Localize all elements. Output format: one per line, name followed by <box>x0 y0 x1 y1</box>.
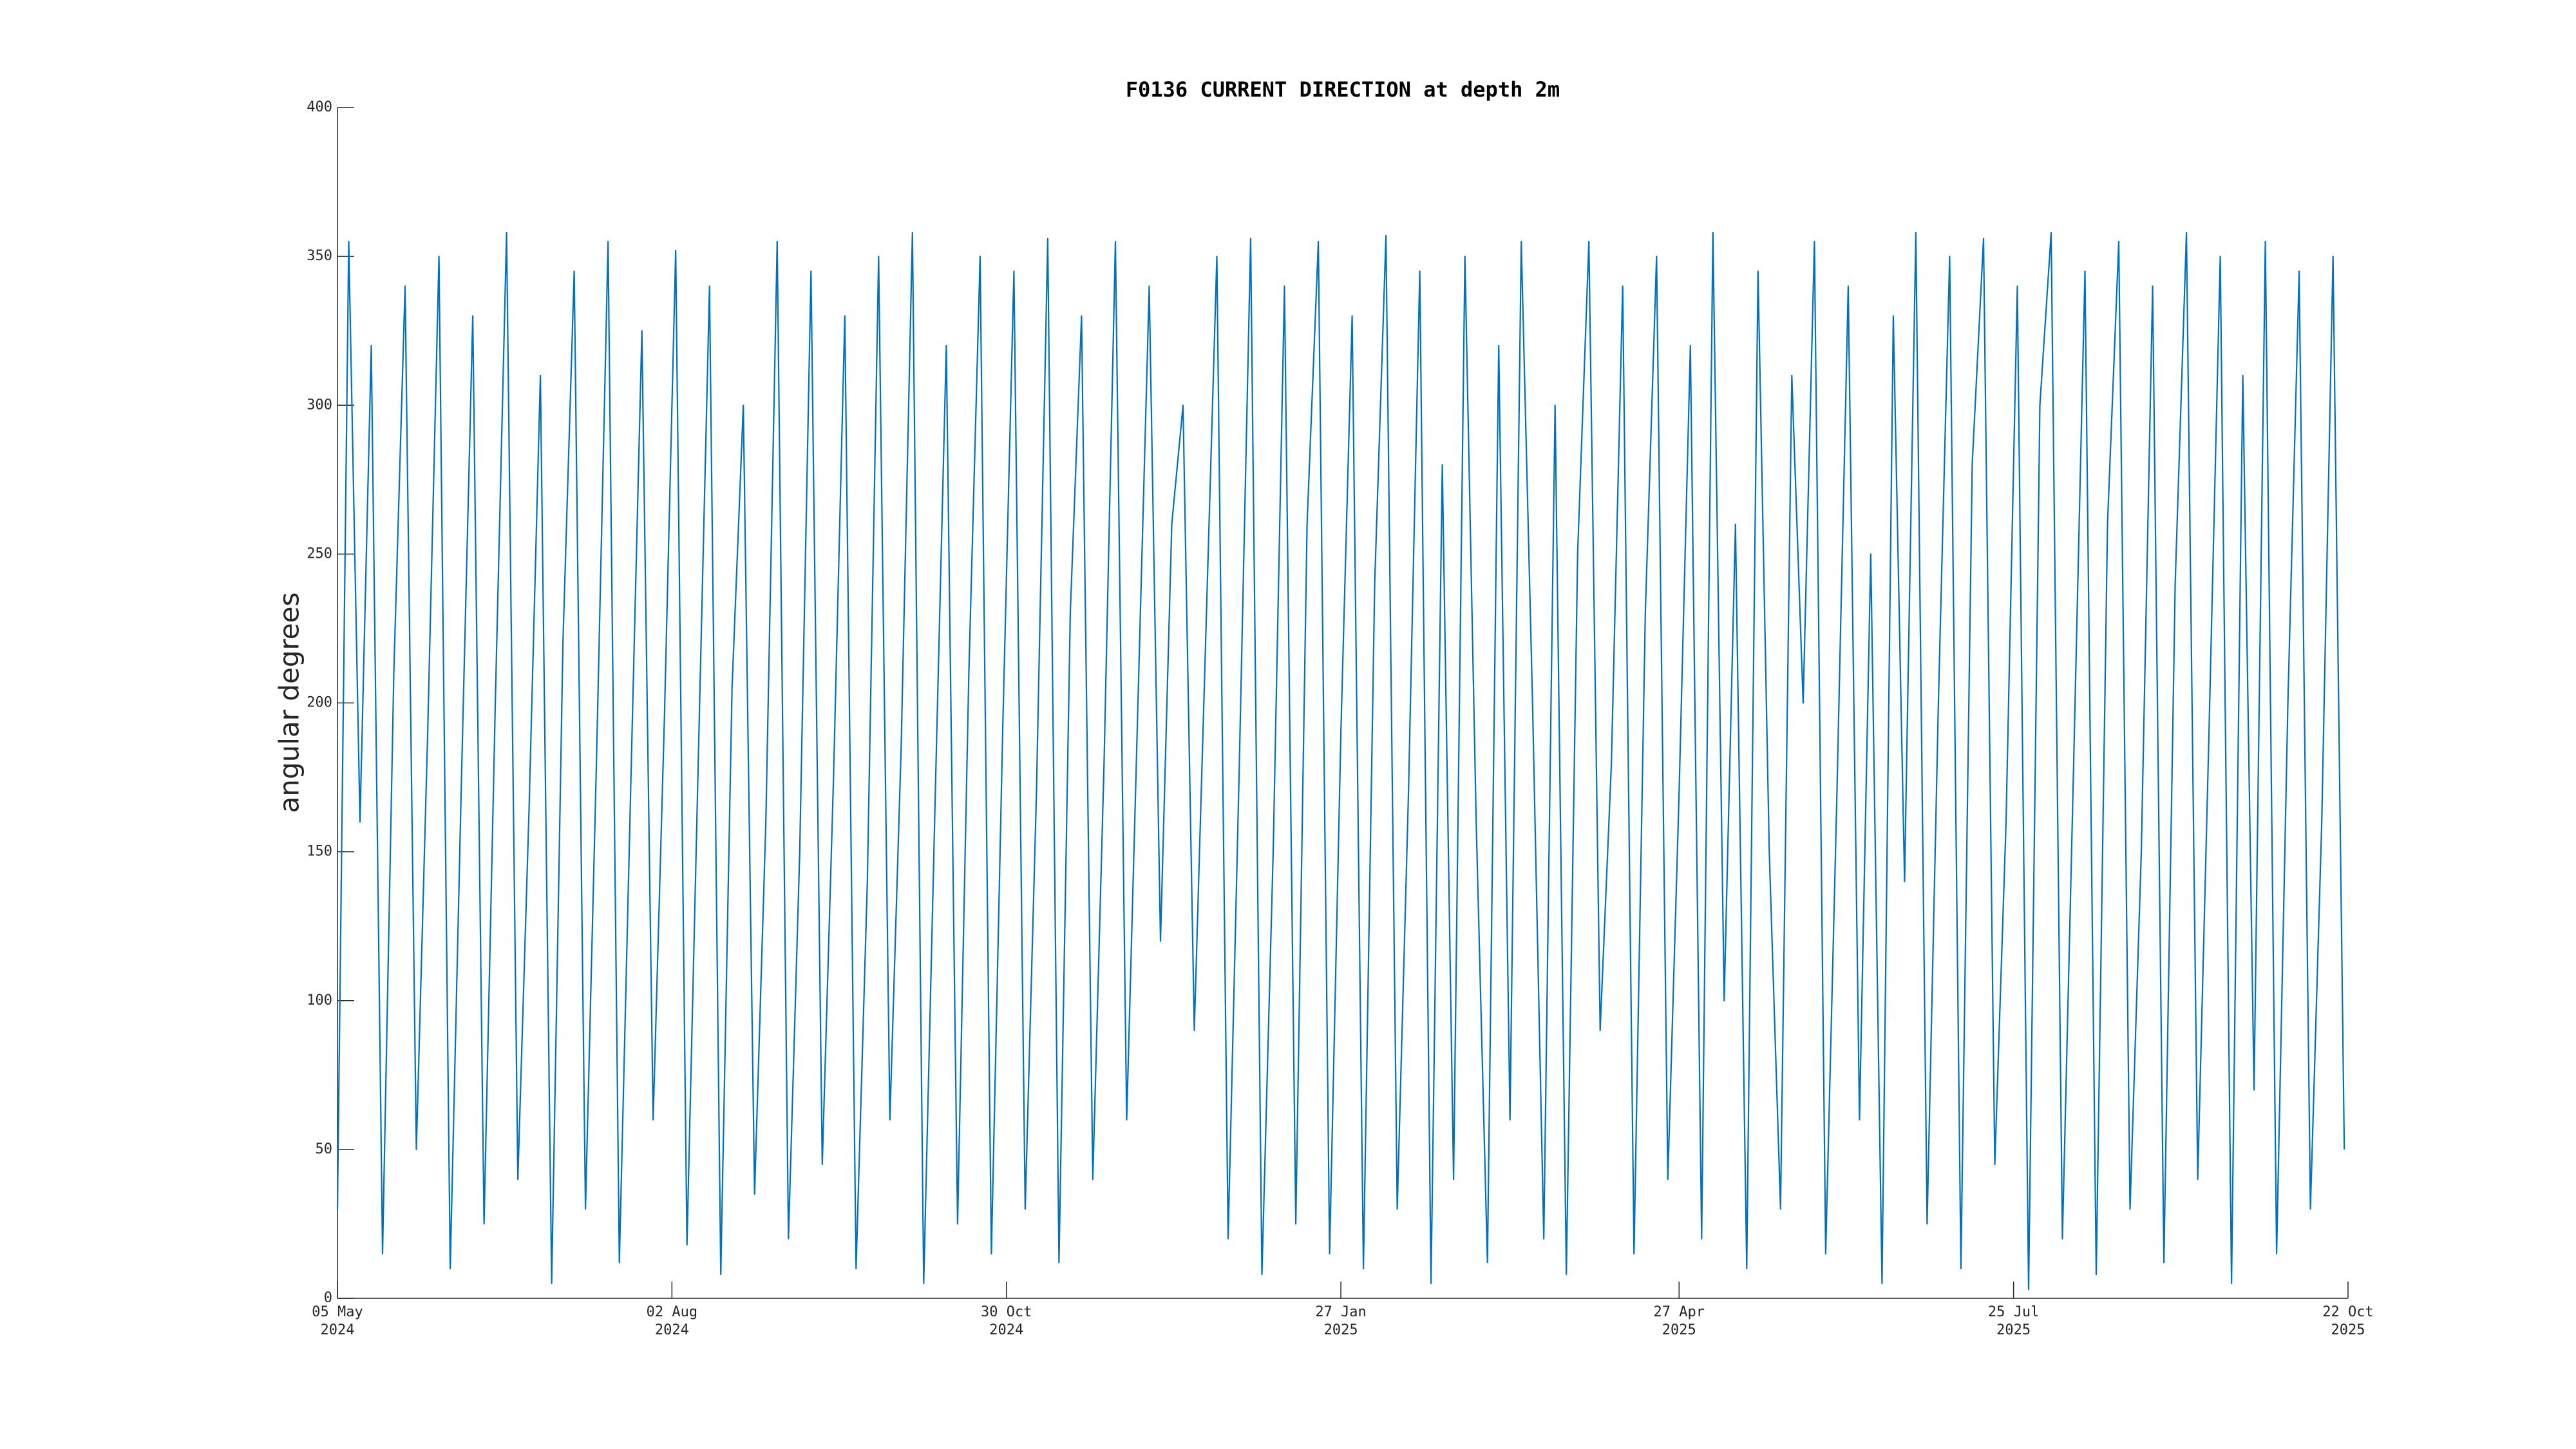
y-tick-label: 100 <box>307 992 332 1009</box>
x-tick-label: 22 Oct 2025 <box>2322 1304 2374 1338</box>
y-tick-label: 150 <box>307 844 332 860</box>
x-tick-label: 30 Oct 2024 <box>980 1304 1032 1338</box>
y-tick-label: 350 <box>307 248 332 264</box>
data-line <box>336 232 2345 1291</box>
x-tick-label: 27 Apr 2025 <box>1653 1304 1705 1338</box>
y-tick-label: 50 <box>316 1141 333 1157</box>
y-axis-label: angular degrees <box>274 592 305 813</box>
x-tick-label: 27 Jan 2025 <box>1315 1304 1367 1338</box>
chart-title: F0136 CURRENT DIRECTION at depth 2m <box>1126 77 1560 102</box>
y-tick-label: 0 <box>324 1290 332 1306</box>
x-tick-label: 05 May 2024 <box>312 1304 363 1338</box>
y-tick-label: 200 <box>307 695 332 711</box>
y-tick-label: 300 <box>307 397 332 413</box>
y-tick-label: 400 <box>307 99 332 115</box>
x-tick-label: 25 Jul 2025 <box>1987 1304 2040 1338</box>
x-tick-label: 02 Aug 2024 <box>646 1304 698 1338</box>
y-tick-label: 250 <box>307 545 332 562</box>
